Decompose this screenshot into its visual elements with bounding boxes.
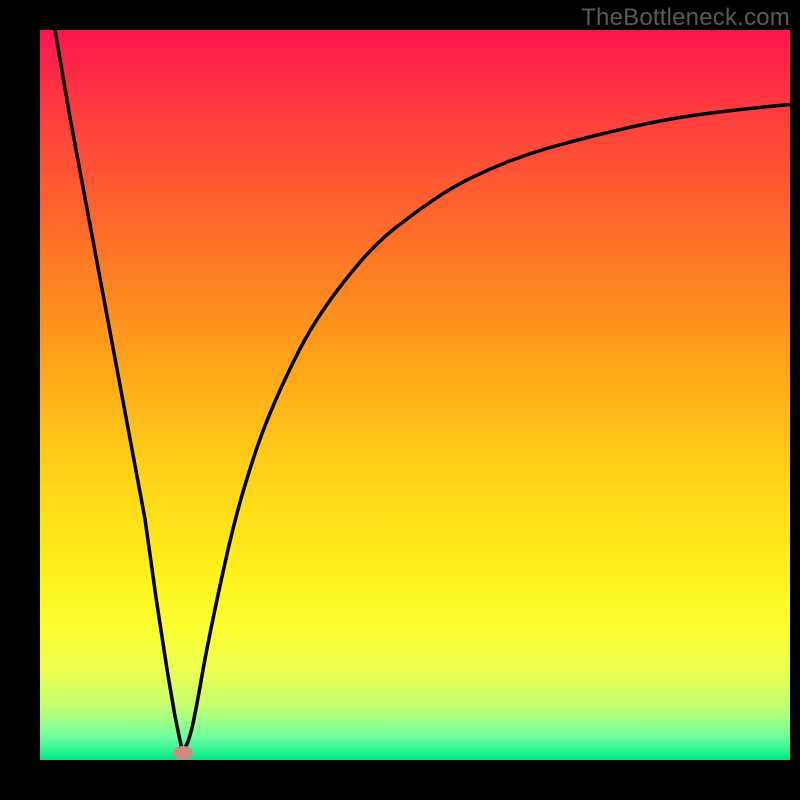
chart-container: TheBottleneck.com xyxy=(0,0,800,800)
curve-svg xyxy=(40,30,790,760)
plot-area xyxy=(40,30,790,760)
bottleneck-curve-path xyxy=(55,30,790,753)
watermark-text: TheBottleneck.com xyxy=(581,4,790,32)
optimum-marker xyxy=(173,746,193,760)
